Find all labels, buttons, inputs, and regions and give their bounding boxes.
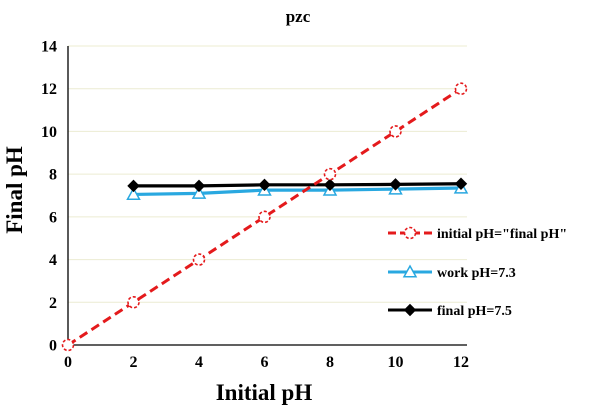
x-tick-label: 6 xyxy=(261,354,269,371)
series-final-ph xyxy=(127,177,468,193)
y-tick-label: 12 xyxy=(41,81,57,98)
legend-label: initial pH="final pH" xyxy=(437,227,567,242)
y-tick-label: 2 xyxy=(49,295,57,312)
data-point-final-ph xyxy=(192,179,206,193)
data-point-initial-final xyxy=(323,167,337,181)
x-tick-labels: 0 2 4 6 8 10 12 xyxy=(64,354,469,371)
data-point-work-ph xyxy=(191,185,207,199)
series-initial-final xyxy=(61,82,468,352)
x-axis-title: Initial pH xyxy=(216,380,313,405)
y-tick-labels: 0 2 4 6 8 10 12 14 xyxy=(41,39,57,355)
series-work-ph xyxy=(126,180,469,200)
x-tick-label: 0 xyxy=(64,354,72,371)
y-tick-label: 14 xyxy=(41,39,57,56)
legend-item-initial-final: initial pH="final pH" xyxy=(388,226,567,242)
gridlines xyxy=(68,45,467,303)
data-point-initial-final xyxy=(127,295,140,309)
legend-item-work-ph: work pH=7.3 xyxy=(388,264,516,281)
data-point-initial-final xyxy=(454,82,468,96)
data-point-final-ph xyxy=(258,178,271,192)
legend: initial pH="final pH" work pH=7.3 final pH… xyxy=(388,226,567,319)
y-tick-label: 4 xyxy=(49,252,57,269)
axes xyxy=(67,46,467,346)
data-point-final-ph xyxy=(454,177,468,190)
y-axis-title: Final pH xyxy=(2,146,27,234)
legend-label: final pH=7.5 xyxy=(437,304,512,319)
x-tick-label: 10 xyxy=(388,354,404,371)
series-line-work-ph xyxy=(133,186,462,197)
y-tick-label: 0 xyxy=(49,338,57,355)
data-point-initial-final xyxy=(61,338,75,352)
y-tick-label: 6 xyxy=(49,209,57,226)
y-tick-label: 8 xyxy=(49,167,57,184)
x-tick-label: 12 xyxy=(453,354,469,371)
chart-title: pzc xyxy=(286,7,311,26)
legend-swatch-marker xyxy=(402,264,418,278)
data-point-final-ph xyxy=(323,178,337,192)
series-line-final-ph xyxy=(133,182,462,188)
data-point-final-ph xyxy=(127,179,140,193)
data-point-initial-final xyxy=(192,253,206,266)
data-point-work-ph xyxy=(126,186,141,200)
x-tick-label: 2 xyxy=(130,354,138,371)
data-point-initial-final xyxy=(258,210,271,224)
legend-label: work pH=7.3 xyxy=(437,266,516,281)
legend-swatch-marker xyxy=(403,303,417,317)
y-tick-label: 10 xyxy=(41,124,57,141)
legend-item-final-ph: final pH=7.5 xyxy=(388,303,512,319)
x-tick-label: 4 xyxy=(195,354,203,371)
data-point-initial-final xyxy=(389,125,402,138)
data-point-final-ph xyxy=(389,178,402,191)
series-layer xyxy=(61,82,469,352)
legend-swatch-marker xyxy=(403,226,417,240)
x-tick-label: 8 xyxy=(326,354,334,371)
